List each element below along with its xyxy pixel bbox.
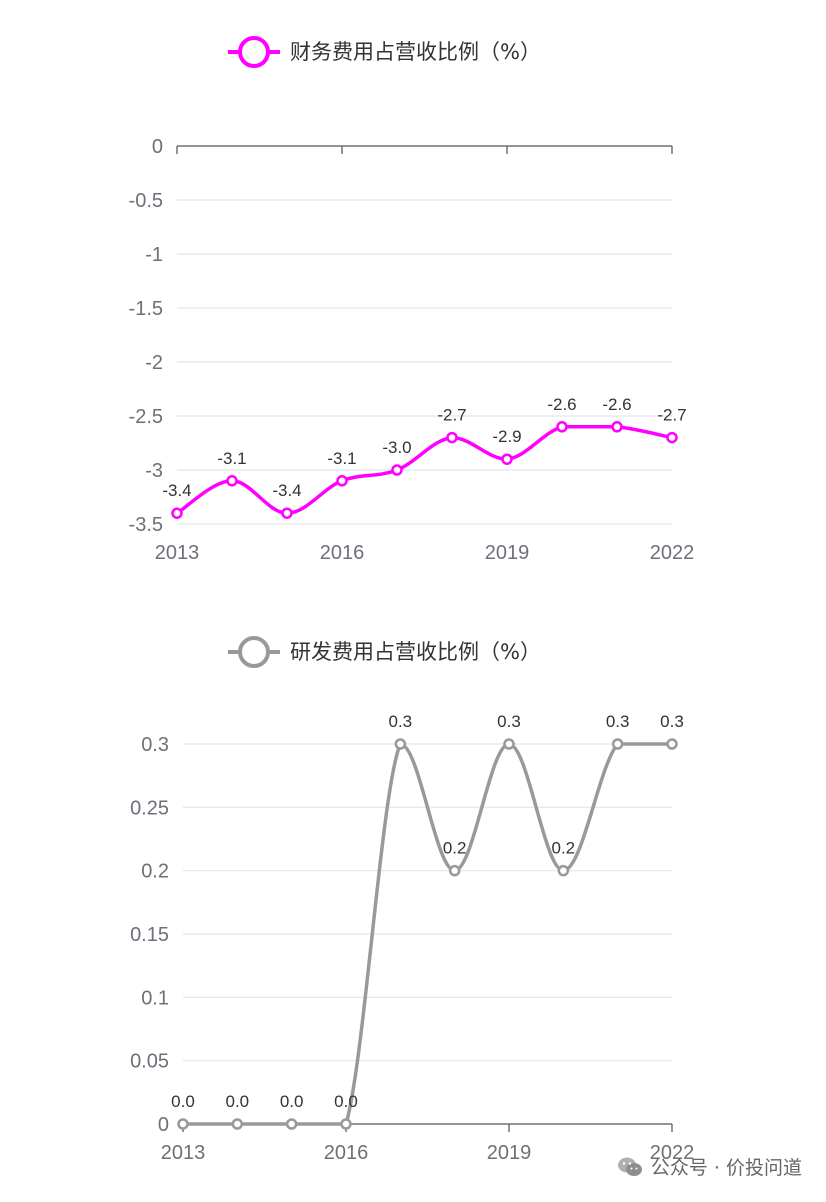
y-tick-label: -2: [145, 352, 163, 374]
x-tick-label: 2022: [650, 542, 695, 564]
data-point: [336, 475, 348, 487]
legend-label: 财务费用占营收比例（%）: [290, 40, 541, 64]
data-point: [557, 864, 570, 877]
watermark: 公众号 · 价投问道: [617, 1153, 802, 1180]
data-label: 0.3: [389, 712, 413, 731]
y-tick-label: 0.15: [130, 924, 169, 946]
data-point: [666, 431, 678, 444]
data-point: [340, 1118, 352, 1130]
data-label: -2.7: [657, 406, 686, 425]
y-tick-label: -3.5: [129, 514, 163, 536]
data-point: [448, 864, 461, 877]
data-point: [556, 421, 568, 433]
x-tick-label: 2016: [324, 1142, 369, 1164]
y-tick-label: 0: [152, 136, 163, 158]
data-label: -2.6: [547, 395, 576, 414]
data-point: [226, 475, 238, 487]
data-label: 0.3: [497, 712, 521, 731]
data-point: [501, 453, 513, 465]
data-label: -2.9: [492, 427, 521, 446]
data-label: 0.0: [334, 1092, 358, 1111]
data-label: 0.3: [660, 712, 684, 731]
chart-1-legend: 财务费用占营收比例（%）: [228, 36, 541, 68]
y-tick-label: 0.2: [141, 861, 169, 883]
data-point: [281, 507, 293, 519]
data-point: [394, 738, 407, 750]
data-label: 0.0: [171, 1092, 195, 1111]
data-label: -3.4: [272, 481, 301, 500]
chart-1: 财务费用占营收比例（%） 0 -0.5 -1 -1.5 -2 -2.5 -3 -3.5 2013 2…: [129, 36, 695, 564]
x-tick-label: 2016: [320, 542, 365, 564]
y-tick-label: 0.05: [130, 1051, 169, 1073]
x-tick-label: 2022: [650, 1142, 695, 1164]
data-point: [666, 738, 678, 750]
data-label: -2.6: [602, 395, 631, 414]
legend-label: 研发费用占营收比例（%）: [290, 640, 541, 664]
y-tick-label: -1.5: [129, 298, 163, 320]
series-line: [176, 425, 673, 515]
data-point: [171, 507, 183, 519]
data-label: 0.3: [606, 712, 630, 731]
data-label: -3.1: [327, 449, 356, 468]
data-point: [391, 464, 403, 476]
legend-marker: [238, 636, 270, 668]
y-tick-label: 0.25: [130, 797, 169, 819]
data-point: [177, 1118, 189, 1130]
data-label: 0.2: [552, 839, 576, 858]
y-tick-label: -0.5: [129, 190, 163, 212]
data-point: [611, 738, 624, 750]
data-label: -3.0: [382, 438, 411, 457]
data-label: -2.7: [437, 406, 466, 425]
chart-2-legend: 研发费用占营收比例（%）: [228, 636, 541, 668]
y-tick-label: -2.5: [129, 406, 163, 428]
data-point: [231, 1118, 244, 1130]
legend-marker: [238, 36, 270, 68]
data-label: 0.0: [280, 1092, 304, 1111]
x-tick-label: 2019: [485, 542, 530, 564]
y-tick-label: -3: [145, 460, 163, 482]
y-tick-label: 0: [158, 1114, 169, 1136]
watermark-text: 公众号 · 价投问道: [650, 1157, 802, 1179]
data-label: 0.0: [226, 1092, 250, 1111]
data-label: -3.1: [217, 449, 246, 468]
y-tick-label: -1: [145, 244, 163, 266]
data-label: 0.2: [443, 839, 467, 858]
x-tick-label: 2013: [161, 1142, 206, 1164]
x-tick-label: 2013: [155, 542, 200, 564]
y-tick-label: 0.1: [141, 987, 169, 1009]
x-tick-label: 2019: [487, 1142, 532, 1164]
data-point: [285, 1118, 298, 1130]
data-label: -3.4: [162, 481, 191, 500]
data-point: [503, 738, 515, 750]
wechat-icon: [617, 1157, 642, 1176]
chart-2: 研发费用占营收比例（%） 0 0.05 0.1 0.15 0.2 0.25 0.3 2013 20…: [130, 636, 695, 1164]
data-point: [611, 421, 623, 433]
y-tick-label: 0.3: [141, 734, 169, 756]
data-point: [446, 431, 458, 444]
